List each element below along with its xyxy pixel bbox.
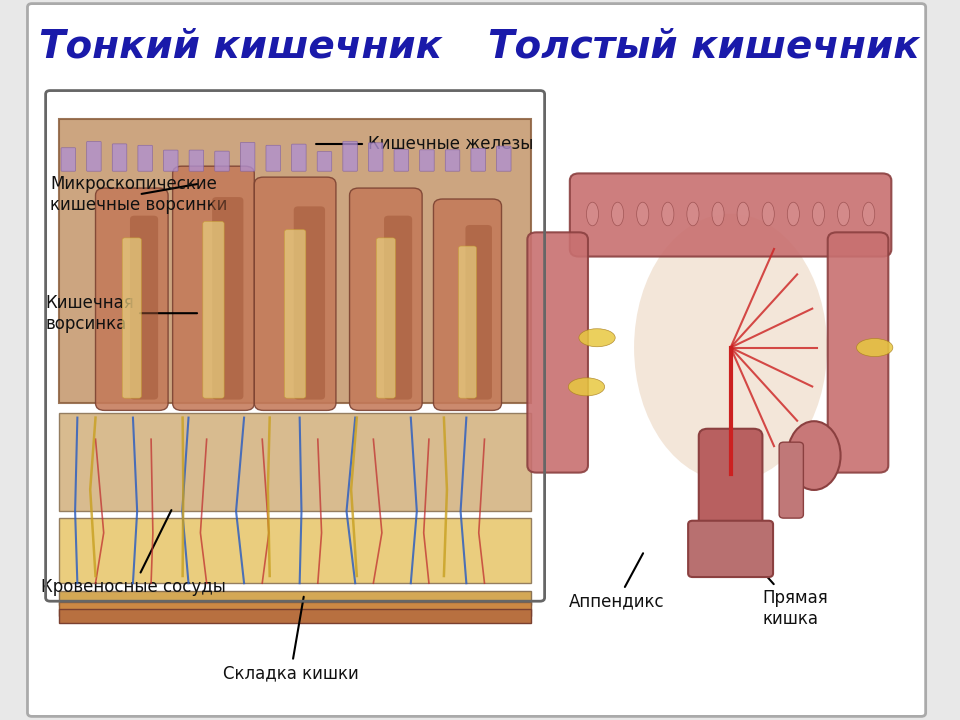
FancyBboxPatch shape [349, 188, 422, 410]
FancyBboxPatch shape [163, 150, 178, 171]
FancyBboxPatch shape [112, 144, 127, 171]
Ellipse shape [737, 202, 749, 226]
FancyBboxPatch shape [240, 143, 254, 171]
FancyBboxPatch shape [459, 246, 476, 398]
FancyBboxPatch shape [189, 150, 204, 171]
FancyBboxPatch shape [343, 141, 357, 171]
FancyBboxPatch shape [254, 177, 336, 410]
FancyBboxPatch shape [130, 216, 158, 400]
Ellipse shape [812, 202, 825, 226]
FancyBboxPatch shape [394, 150, 409, 171]
FancyBboxPatch shape [828, 233, 888, 472]
FancyBboxPatch shape [215, 151, 229, 171]
FancyBboxPatch shape [212, 197, 244, 400]
FancyBboxPatch shape [369, 143, 383, 171]
Ellipse shape [787, 421, 841, 490]
FancyBboxPatch shape [284, 230, 306, 398]
Text: Тонкий кишечник: Тонкий кишечник [39, 28, 443, 66]
FancyBboxPatch shape [138, 145, 153, 171]
Ellipse shape [787, 202, 800, 226]
Text: Кишечные железы: Кишечные железы [316, 135, 533, 153]
FancyBboxPatch shape [95, 188, 168, 410]
FancyBboxPatch shape [570, 174, 891, 256]
FancyBboxPatch shape [292, 144, 306, 171]
FancyBboxPatch shape [203, 222, 224, 398]
FancyBboxPatch shape [445, 150, 460, 171]
Text: Складка кишки: Складка кишки [223, 597, 358, 683]
FancyBboxPatch shape [60, 609, 531, 623]
Ellipse shape [686, 202, 699, 226]
Ellipse shape [762, 202, 775, 226]
FancyBboxPatch shape [471, 148, 486, 171]
FancyBboxPatch shape [317, 151, 332, 171]
Ellipse shape [712, 202, 724, 226]
Ellipse shape [587, 202, 599, 226]
FancyBboxPatch shape [173, 166, 254, 410]
Ellipse shape [636, 202, 649, 226]
FancyBboxPatch shape [28, 4, 925, 716]
Text: Кишечная
ворсинка: Кишечная ворсинка [46, 294, 197, 333]
FancyBboxPatch shape [558, 144, 903, 590]
FancyBboxPatch shape [434, 199, 501, 410]
FancyBboxPatch shape [466, 225, 492, 400]
FancyBboxPatch shape [266, 145, 280, 171]
Ellipse shape [634, 214, 828, 482]
FancyBboxPatch shape [60, 518, 531, 583]
FancyBboxPatch shape [60, 602, 531, 616]
Ellipse shape [661, 202, 674, 226]
FancyBboxPatch shape [527, 233, 588, 472]
Ellipse shape [579, 329, 615, 347]
Ellipse shape [856, 338, 893, 356]
FancyBboxPatch shape [496, 146, 511, 171]
FancyBboxPatch shape [122, 238, 141, 398]
FancyBboxPatch shape [780, 442, 804, 518]
Text: Прямая
кишка: Прямая кишка [746, 553, 828, 628]
FancyBboxPatch shape [60, 591, 531, 605]
Ellipse shape [837, 202, 850, 226]
FancyBboxPatch shape [384, 216, 412, 400]
Text: Микроскопические
кишечные ворсинки: Микроскопические кишечные ворсинки [50, 175, 228, 214]
FancyBboxPatch shape [86, 142, 101, 171]
Ellipse shape [568, 378, 605, 396]
FancyBboxPatch shape [420, 150, 434, 171]
Text: Кровеносные сосуды: Кровеносные сосуды [41, 510, 226, 596]
FancyBboxPatch shape [61, 148, 76, 171]
FancyBboxPatch shape [60, 119, 531, 403]
Text: Толстый кишечник: Толстый кишечник [488, 28, 919, 66]
Text: Аппендикс: Аппендикс [569, 553, 665, 611]
FancyBboxPatch shape [294, 207, 325, 400]
FancyBboxPatch shape [60, 413, 531, 511]
Ellipse shape [863, 202, 875, 226]
FancyBboxPatch shape [699, 428, 762, 541]
Ellipse shape [612, 202, 624, 226]
FancyBboxPatch shape [688, 521, 773, 577]
FancyBboxPatch shape [376, 238, 396, 398]
